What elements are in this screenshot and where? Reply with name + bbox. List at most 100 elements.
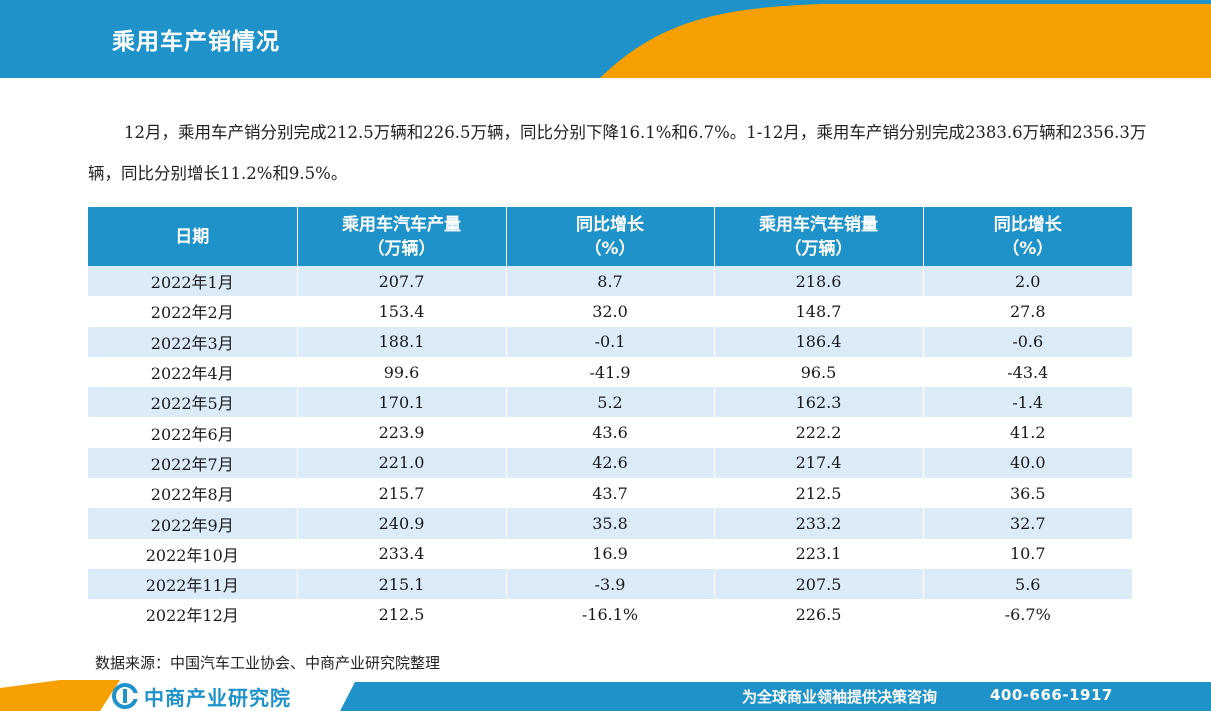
table-row: 2022年6月 223.9 43.6 222.2 41.2: [88, 417, 1132, 448]
sales-yoy-cell: -6.7%: [923, 599, 1132, 630]
table-row: 2022年4月 99.6 -41.9 96.5 -43.4: [88, 356, 1132, 388]
date-cell: 2022年4月: [88, 356, 298, 388]
column-header-sales: 乘用车汽车销量 （万辆）: [714, 207, 924, 266]
sales-yoy-cell: 40.0: [923, 447, 1132, 479]
brand-logo-icon: [112, 683, 138, 709]
production-yoy-cell: 42.6: [506, 447, 715, 479]
table-row: 2022年7月 221.0 42.6 217.4 40.0: [88, 447, 1132, 479]
column-header-line2: （万辆）: [784, 238, 853, 259]
footer-decoration: [0, 680, 1211, 711]
sales-cell: 217.4: [714, 447, 924, 479]
header-wave-decoration: [0, 0, 1211, 78]
sales-yoy-cell: -1.4: [923, 387, 1132, 418]
production-yoy-cell: -16.1%: [506, 599, 715, 630]
production-cell: 153.4: [297, 296, 507, 327]
column-header-production-yoy: 同比增长 （%）: [506, 207, 715, 266]
date-cell: 2022年3月: [88, 326, 298, 357]
brand-name: 中商产业研究院: [144, 685, 291, 710]
sales-yoy-cell: 27.8: [923, 296, 1132, 327]
sales-cell: 162.3: [714, 387, 924, 418]
sales-cell: 226.5: [714, 599, 924, 630]
data-table: 日期 乘用车汽车产量 （万辆） 同比增长 （%） 乘用车汽车销量 （万辆） 同比…: [88, 207, 1132, 630]
production-cell: 207.7: [297, 266, 507, 297]
column-header-line2: （万辆）: [367, 238, 436, 259]
date-cell: 2022年5月: [88, 387, 298, 418]
column-header-line2: （%）: [584, 238, 636, 259]
brand-logo: 中商产业研究院: [112, 683, 291, 710]
table-row: 2022年8月 215.7 43.7 212.5 36.5: [88, 478, 1132, 509]
source-note: 数据来源：中国汽车工业协会、中商产业研究院整理: [95, 654, 441, 672]
table-row: 2022年11月 215.1 -3.9 207.5 5.6: [88, 568, 1132, 600]
sales-cell: 96.5: [714, 356, 924, 388]
sales-yoy-cell: 2.0: [923, 266, 1132, 297]
production-yoy-cell: 5.2: [506, 387, 715, 418]
date-cell: 2022年6月: [88, 417, 298, 448]
table-row: 2022年3月 188.1 -0.1 186.4 -0.6: [88, 326, 1132, 357]
production-yoy-cell: -41.9: [506, 356, 715, 388]
sales-cell: 223.1: [714, 538, 924, 569]
production-cell: 223.9: [297, 417, 507, 448]
sales-yoy-cell: -0.6: [923, 326, 1132, 357]
production-yoy-cell: 16.9: [506, 538, 715, 569]
production-yoy-cell: -0.1: [506, 326, 715, 357]
table-row: 2022年9月 240.9 35.8 233.2 32.7: [88, 508, 1132, 539]
sales-cell: 207.5: [714, 568, 924, 600]
production-yoy-cell: 43.7: [506, 478, 715, 509]
column-header-production: 乘用车汽车产量 （万辆）: [297, 207, 507, 266]
table-row: 2022年10月 233.4 16.9 223.1 10.7: [88, 538, 1132, 569]
production-cell: 233.4: [297, 538, 507, 569]
table-body: 2022年1月 207.7 8.7 218.6 2.0 2022年2月 153.4 32.0 1…: [88, 266, 1132, 630]
page-title: 乘用车产销情况: [112, 29, 280, 55]
production-cell: 215.7: [297, 478, 507, 509]
date-cell: 2022年11月: [88, 568, 298, 600]
footer-banner: [0, 680, 1211, 711]
sales-cell: 222.2: [714, 417, 924, 448]
production-cell: 212.5: [297, 599, 507, 630]
production-cell: 215.1: [297, 568, 507, 600]
table-header-row: 日期 乘用车汽车产量 （万辆） 同比增长 （%） 乘用车汽车销量 （万辆） 同比…: [88, 207, 1132, 266]
date-cell: 2022年10月: [88, 538, 298, 569]
production-yoy-cell: 43.6: [506, 417, 715, 448]
column-header-line2: （%）: [1002, 238, 1054, 259]
column-header-sales-yoy: 同比增长 （%）: [923, 207, 1132, 266]
sales-cell: 233.2: [714, 508, 924, 539]
column-header-line1: 乘用车汽车产量: [342, 214, 461, 235]
sales-yoy-cell: 5.6: [923, 568, 1132, 600]
table-row: 2022年5月 170.1 5.2 162.3 -1.4: [88, 387, 1132, 418]
column-header-line1: 乘用车汽车销量: [759, 214, 878, 235]
date-cell: 2022年8月: [88, 478, 298, 509]
date-cell: 2022年9月: [88, 508, 298, 539]
date-cell: 2022年2月: [88, 296, 298, 327]
sales-cell: 212.5: [714, 478, 924, 509]
production-cell: 99.6: [297, 356, 507, 388]
footer-hotline: 400-666-1917: [990, 686, 1113, 704]
production-cell: 170.1: [297, 387, 507, 418]
footer-slogan: 为全球商业领袖提供决策咨询: [742, 688, 938, 706]
sales-yoy-cell: 10.7: [923, 538, 1132, 569]
sales-cell: 148.7: [714, 296, 924, 327]
production-cell: 188.1: [297, 326, 507, 357]
table-row: 2022年1月 207.7 8.7 218.6 2.0: [88, 266, 1132, 297]
production-yoy-cell: 35.8: [506, 508, 715, 539]
sales-yoy-cell: 32.7: [923, 508, 1132, 539]
sales-yoy-cell: 41.2: [923, 417, 1132, 448]
date-cell: 2022年1月: [88, 266, 298, 297]
column-header-line1: 同比增长: [576, 214, 644, 235]
date-cell: 2022年12月: [88, 599, 298, 630]
sales-yoy-cell: -43.4: [923, 356, 1132, 388]
table-row: 2022年12月 212.5 -16.1% 226.5 -6.7%: [88, 599, 1132, 630]
production-cell: 240.9: [297, 508, 507, 539]
production-yoy-cell: 32.0: [506, 296, 715, 327]
table-row: 2022年2月 153.4 32.0 148.7 27.8: [88, 296, 1132, 327]
date-cell: 2022年7月: [88, 447, 298, 479]
production-yoy-cell: 8.7: [506, 266, 715, 297]
column-header-date: 日期: [88, 207, 298, 266]
sales-cell: 218.6: [714, 266, 924, 297]
sales-cell: 186.4: [714, 326, 924, 357]
header-banner: 乘用车产销情况: [0, 0, 1211, 78]
production-yoy-cell: -3.9: [506, 568, 715, 600]
sales-yoy-cell: 36.5: [923, 478, 1132, 509]
production-cell: 221.0: [297, 447, 507, 479]
column-header-line1: 同比增长: [993, 214, 1062, 235]
column-header-line1: 日期: [175, 226, 210, 247]
